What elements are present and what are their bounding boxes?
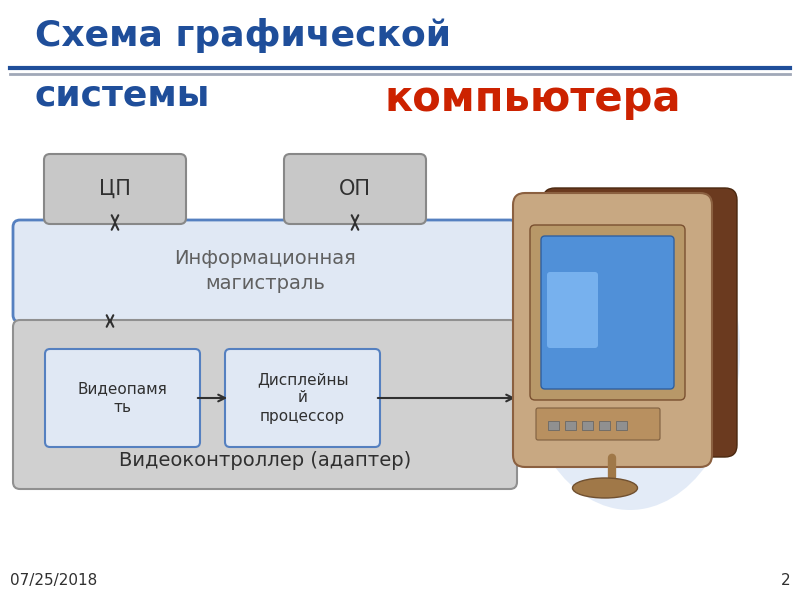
FancyBboxPatch shape xyxy=(530,225,685,400)
Text: Информационная
магистраль: Информационная магистраль xyxy=(174,250,356,293)
Text: ЦП: ЦП xyxy=(99,179,131,199)
Ellipse shape xyxy=(573,478,638,498)
FancyBboxPatch shape xyxy=(513,193,712,467)
FancyBboxPatch shape xyxy=(45,349,200,447)
Text: Видеопамя
ть: Видеопамя ть xyxy=(78,381,167,415)
Ellipse shape xyxy=(520,190,740,510)
Text: Видеоконтроллер (адаптер): Видеоконтроллер (адаптер) xyxy=(119,451,411,469)
FancyBboxPatch shape xyxy=(547,272,598,348)
Text: 2: 2 xyxy=(780,573,790,588)
Bar xyxy=(548,421,559,430)
Bar xyxy=(599,421,610,430)
FancyBboxPatch shape xyxy=(13,320,517,489)
FancyBboxPatch shape xyxy=(541,236,674,389)
Text: ОП: ОП xyxy=(339,179,371,199)
Bar xyxy=(616,421,627,430)
Text: компьютера: компьютера xyxy=(385,78,682,120)
Text: системы: системы xyxy=(35,78,210,112)
FancyBboxPatch shape xyxy=(536,408,660,440)
Text: 07/25/2018: 07/25/2018 xyxy=(10,573,98,588)
Text: Схема графической: Схема графической xyxy=(35,18,451,53)
Text: Дисплейны
й
процессор: Дисплейны й процессор xyxy=(257,372,348,424)
FancyBboxPatch shape xyxy=(13,220,517,322)
FancyBboxPatch shape xyxy=(284,154,426,224)
FancyBboxPatch shape xyxy=(44,154,186,224)
Bar xyxy=(565,421,576,430)
FancyBboxPatch shape xyxy=(225,349,380,447)
Bar xyxy=(582,421,593,430)
FancyBboxPatch shape xyxy=(543,188,737,457)
